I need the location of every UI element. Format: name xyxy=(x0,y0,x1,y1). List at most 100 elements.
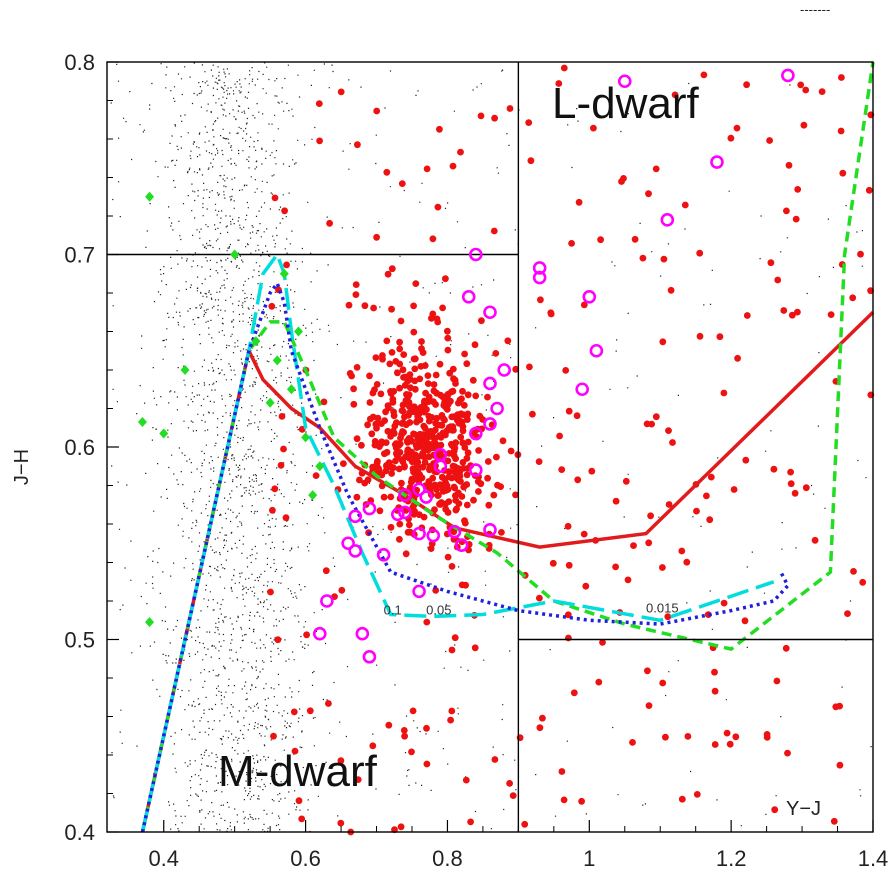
red-dot xyxy=(414,415,422,422)
red-dot xyxy=(797,81,805,89)
magenta-open-circle xyxy=(483,376,497,391)
y-tick-label: 0.6 xyxy=(64,435,95,460)
red-dot xyxy=(421,437,429,445)
red-dot xyxy=(464,391,472,399)
red-dot xyxy=(564,611,572,619)
red-dot xyxy=(462,776,470,784)
red-dot xyxy=(436,432,443,439)
red-dot xyxy=(423,724,430,732)
red-dot xyxy=(645,702,653,709)
red-dot xyxy=(389,464,397,472)
red-dot xyxy=(282,514,290,522)
red-dot xyxy=(767,259,775,267)
red-dot xyxy=(445,473,453,481)
red-dot xyxy=(455,465,462,472)
red-dot xyxy=(485,501,493,509)
red-dot xyxy=(460,401,468,409)
red-dot xyxy=(406,419,414,426)
red-dot xyxy=(529,410,536,418)
red-dot xyxy=(384,402,392,409)
red-dot xyxy=(492,350,500,357)
red-dot xyxy=(425,412,433,420)
red-dot xyxy=(818,88,826,95)
red-dot xyxy=(413,444,421,451)
red-dot xyxy=(401,463,408,471)
red-dot xyxy=(574,476,582,484)
magenta-open-circle xyxy=(483,305,497,320)
red-dot xyxy=(397,434,404,442)
magenta-open-circle xyxy=(362,650,377,664)
curve-dashed xyxy=(140,61,875,833)
red-dot xyxy=(471,644,479,652)
red-dot xyxy=(280,445,287,453)
magenta-open-circle xyxy=(412,584,426,599)
magenta-open-circle xyxy=(575,382,590,397)
red-dot xyxy=(366,399,374,406)
red-dot xyxy=(837,127,845,135)
red-dot xyxy=(659,338,667,346)
red-dot xyxy=(436,500,443,508)
red-dot xyxy=(773,677,781,685)
red-dot xyxy=(290,708,298,716)
curve-annotation: 0.015 xyxy=(646,601,679,616)
red-dot xyxy=(271,194,279,202)
red-dot xyxy=(463,360,471,368)
red-dot xyxy=(350,400,358,408)
red-dot xyxy=(398,420,406,427)
red-dot xyxy=(438,473,446,481)
red-dot xyxy=(785,161,793,169)
red-dot xyxy=(382,408,389,416)
red-dot xyxy=(742,456,750,464)
red-dot xyxy=(660,255,668,263)
red-dot xyxy=(681,201,689,209)
red-dot xyxy=(352,281,360,288)
red-dot xyxy=(403,399,411,406)
magenta-open-circle xyxy=(341,536,355,551)
red-dot xyxy=(645,190,652,198)
red-dot xyxy=(783,207,790,215)
red-dot xyxy=(388,349,396,356)
magenta-open-circle xyxy=(348,509,363,524)
red-dot xyxy=(388,305,395,313)
red-dot xyxy=(549,559,557,567)
red-dot xyxy=(350,385,357,393)
red-dot xyxy=(547,310,555,318)
red-dot xyxy=(622,477,630,485)
red-dot xyxy=(811,536,819,544)
red-dot xyxy=(397,317,405,325)
red-dot xyxy=(423,618,431,626)
red-dot xyxy=(386,360,394,368)
green-diamond-marker xyxy=(230,249,240,260)
red-dot xyxy=(535,458,543,465)
red-dot xyxy=(434,492,442,499)
red-dot xyxy=(312,472,320,479)
green-diamond-marker xyxy=(286,384,296,395)
red-dot xyxy=(337,819,345,827)
red-dot xyxy=(281,207,288,215)
red-dot xyxy=(453,505,460,513)
red-dot xyxy=(449,162,457,170)
red-dot xyxy=(322,567,330,575)
red-dot xyxy=(390,412,398,420)
magenta-open-circle xyxy=(348,544,363,558)
red-dot xyxy=(509,792,517,799)
green-diamond-marker xyxy=(301,432,311,443)
red-dot xyxy=(787,468,794,476)
magenta-open-circle xyxy=(660,213,675,227)
red-dot xyxy=(401,381,409,389)
red-dot xyxy=(788,311,796,319)
red-dot xyxy=(410,302,417,310)
red-dot xyxy=(774,276,782,284)
red-dot xyxy=(802,484,810,492)
red-dot xyxy=(398,479,405,487)
magenta-open-circle xyxy=(355,626,370,641)
red-dot xyxy=(478,317,485,325)
red-dot xyxy=(639,254,647,262)
legend-fragment: ------- xyxy=(800,2,830,17)
red-dot xyxy=(400,727,408,734)
red-dot xyxy=(430,434,438,442)
red-dot xyxy=(378,438,386,446)
red-dot xyxy=(794,308,801,316)
red-dot xyxy=(652,165,660,173)
red-dot xyxy=(358,441,365,449)
